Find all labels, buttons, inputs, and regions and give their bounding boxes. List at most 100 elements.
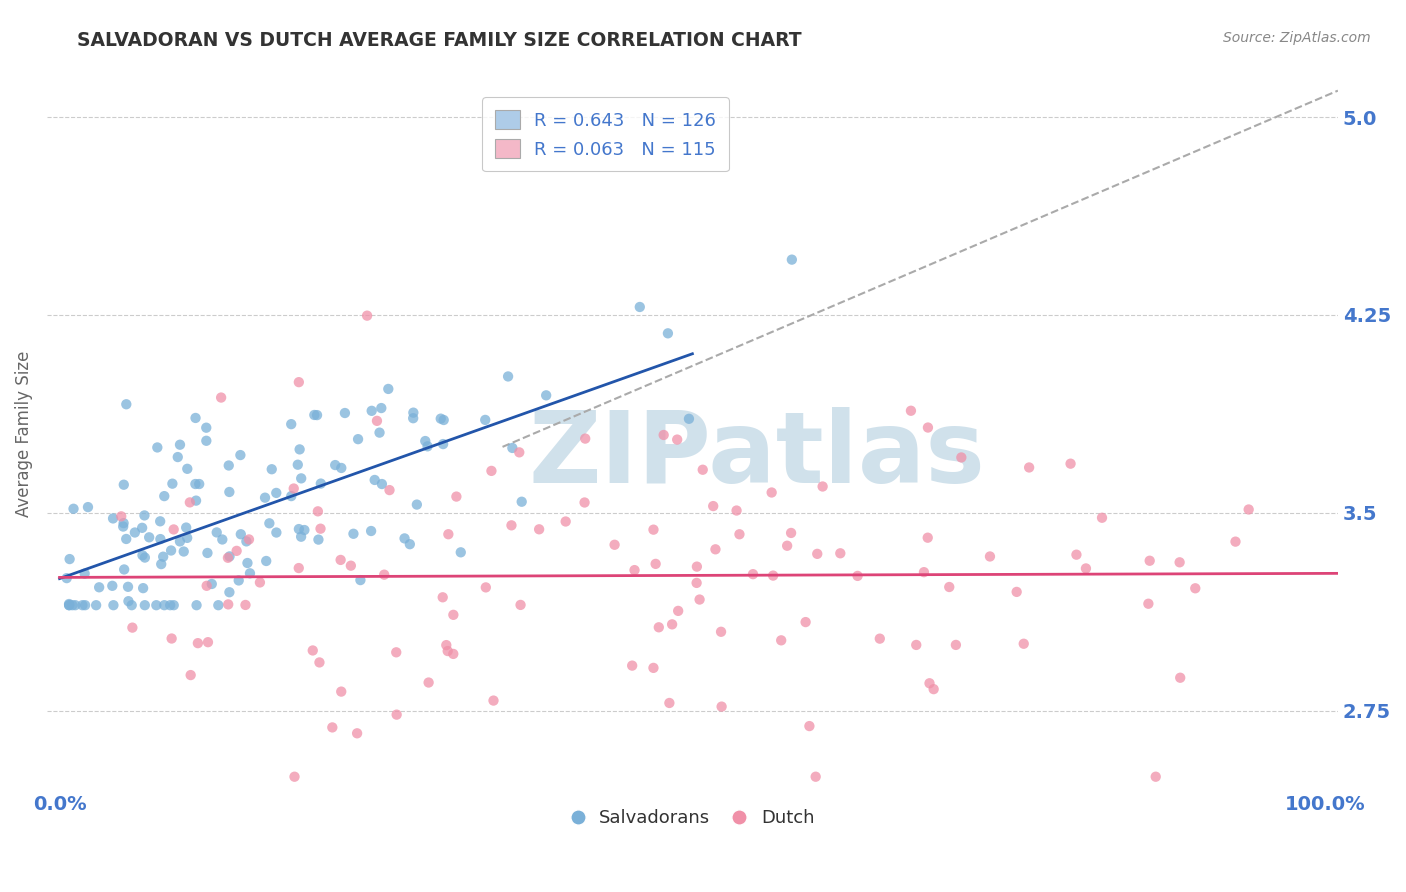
Point [402, 411, 425, 425]
Point [508, 445, 530, 459]
Text: Source: ZipAtlas.com: Source: ZipAtlas.com [1223, 31, 1371, 45]
Point [912, 565, 935, 579]
Point [385, 707, 408, 722]
Point [55, 571, 77, 585]
Point [288, 442, 311, 457]
Point [945, 638, 967, 652]
Point [436, 644, 458, 658]
Point [131, 521, 153, 535]
Point [446, 490, 468, 504]
Point [441, 607, 464, 622]
Point [704, 542, 727, 557]
Point [330, 461, 353, 475]
Point [131, 548, 153, 562]
Point [159, 598, 181, 612]
Point [806, 547, 828, 561]
Point [475, 581, 498, 595]
Point [804, 770, 827, 784]
Point [416, 439, 439, 453]
Point [657, 326, 679, 341]
Point [360, 524, 382, 538]
Point [218, 549, 240, 564]
Point [138, 530, 160, 544]
Point [658, 696, 681, 710]
Point [260, 462, 283, 476]
Point [728, 527, 751, 541]
Point [239, 566, 262, 581]
Point [340, 558, 363, 573]
Point [283, 482, 305, 496]
Point [368, 425, 391, 440]
Point [162, 476, 184, 491]
Point [290, 471, 312, 485]
Point [429, 411, 451, 425]
Point [173, 544, 195, 558]
Point [1237, 502, 1260, 516]
Point [644, 557, 666, 571]
Point [402, 406, 425, 420]
Point [134, 550, 156, 565]
Point [112, 562, 135, 576]
Point [288, 375, 311, 389]
Point [432, 437, 454, 451]
Point [211, 533, 233, 547]
Point [217, 598, 239, 612]
Point [1091, 510, 1114, 524]
Point [309, 522, 332, 536]
Point [501, 441, 523, 455]
Point [184, 411, 207, 425]
Point [534, 388, 557, 402]
Point [179, 495, 201, 509]
Point [209, 391, 232, 405]
Point [905, 638, 928, 652]
Point [450, 545, 472, 559]
Point [603, 538, 626, 552]
Point [1074, 561, 1097, 575]
Point [623, 563, 645, 577]
Point [101, 579, 124, 593]
Point [134, 508, 156, 523]
Point [418, 675, 440, 690]
Point [437, 527, 460, 541]
Point [166, 450, 188, 464]
Point [115, 532, 138, 546]
Point [305, 408, 328, 422]
Point [846, 569, 869, 583]
Point [799, 719, 821, 733]
Point [176, 462, 198, 476]
Point [307, 504, 329, 518]
Point [725, 503, 748, 517]
Point [73, 566, 96, 581]
Point [405, 498, 427, 512]
Point [163, 523, 186, 537]
Point [869, 632, 891, 646]
Point [1168, 555, 1191, 569]
Point [349, 573, 371, 587]
Point [301, 643, 323, 657]
Point [217, 550, 239, 565]
Point [254, 491, 277, 505]
Point [110, 509, 132, 524]
Y-axis label: Average Family Size: Average Family Size [15, 351, 32, 516]
Point [103, 598, 125, 612]
Point [169, 438, 191, 452]
Point [152, 549, 174, 564]
Point [1066, 548, 1088, 562]
Point [75, 598, 97, 612]
Point [169, 534, 191, 549]
Point [770, 633, 793, 648]
Point [60, 598, 83, 612]
Point [184, 493, 207, 508]
Point [153, 489, 176, 503]
Point [363, 473, 385, 487]
Point [378, 483, 401, 497]
Point [150, 557, 173, 571]
Point [776, 539, 799, 553]
Point [373, 567, 395, 582]
Point [1005, 585, 1028, 599]
Point [1139, 554, 1161, 568]
Point [643, 661, 665, 675]
Point [377, 382, 399, 396]
Point [77, 500, 100, 514]
Point [160, 632, 183, 646]
